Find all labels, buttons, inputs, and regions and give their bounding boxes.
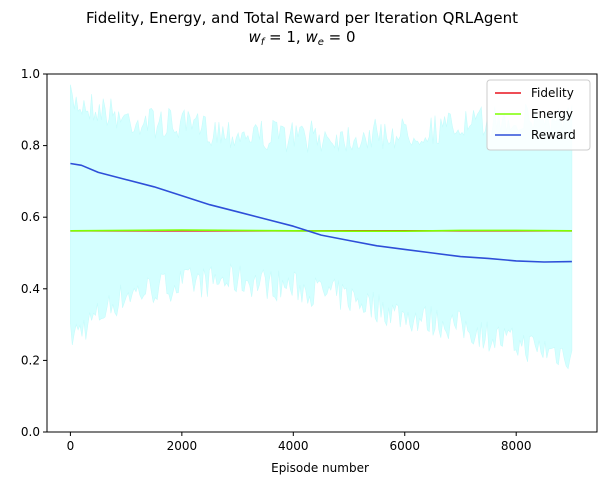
subtitle-w-e: w [305,28,318,46]
chart-title: Fidelity, Energy, and Total Reward per I… [86,9,518,27]
legend-label-fidelity: Fidelity [531,86,574,100]
y-tick-label: 0.4 [21,282,40,296]
subtitle-eq-2: = 0 [324,28,356,46]
subtitle-eq-1: = 1, [264,28,305,46]
y-tick-label: 0.2 [21,353,40,367]
x-tick-label: 2000 [167,439,198,453]
x-tick-label: 0 [67,439,75,453]
x-tick-label: 4000 [278,439,309,453]
x-tick-label: 8000 [501,439,532,453]
series-line-energy [70,229,572,232]
legend: Fidelity Energy Reward [486,79,591,151]
subtitle-w-f: w [248,28,261,46]
subtitle-f-sub: f [261,37,266,48]
axes-frame [46,73,598,433]
y-tick-label: 0.6 [21,210,40,224]
y-tick-label: 1.0 [21,67,40,81]
y-tick-label: 0.8 [21,139,40,153]
axes: 0 2000 4000 6000 8000 0.0 0.2 0.4 0.6 0.8 1.0 [21,67,598,453]
legend-label-reward: Reward [531,128,576,142]
y-tick-label: 0.0 [21,425,40,439]
x-axis-label: Episode number [271,461,369,475]
plot-area [70,84,573,370]
subtitle-e-sub: e [318,37,324,48]
x-tick-label: 6000 [389,439,420,453]
legend-box [486,79,591,151]
chart-subtitle: wf = 1, we = 0 [248,28,355,48]
legend-label-energy: Energy [531,107,573,121]
reward-range-band [70,84,573,370]
series-line-reward [70,162,572,263]
